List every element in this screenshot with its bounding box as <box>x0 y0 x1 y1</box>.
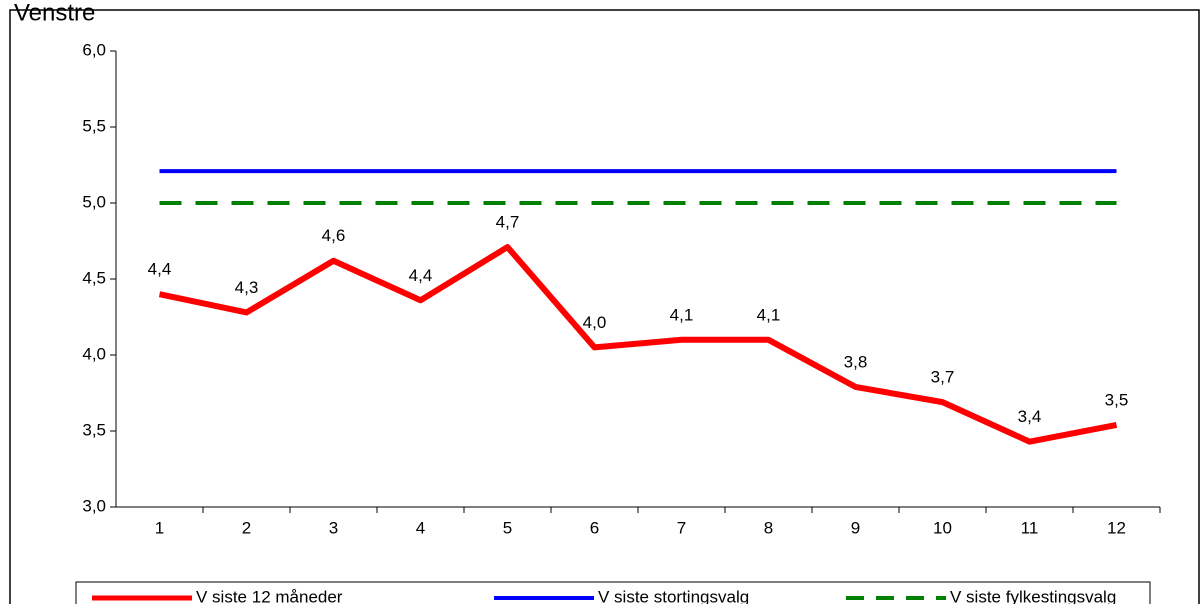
y-tick-label: 3,0 <box>82 496 106 515</box>
data-label: 4,3 <box>235 278 259 297</box>
x-tick-label: 8 <box>764 518 773 537</box>
x-tick-label: 10 <box>933 518 952 537</box>
x-tick-label: 2 <box>242 518 251 537</box>
x-tick-label: 12 <box>1107 518 1126 537</box>
chart-frame <box>9 9 1200 609</box>
x-tick-label: 7 <box>677 518 686 537</box>
legend-label: V siste 12 måneder <box>196 587 343 604</box>
y-tick-label: 5,5 <box>82 116 106 135</box>
data-label: 3,5 <box>1105 390 1129 409</box>
data-label: 3,8 <box>844 352 868 371</box>
data-label: 4,0 <box>583 313 607 332</box>
series-line <box>158 244 1118 445</box>
legend-label: V siste stortingsvalg <box>598 587 749 604</box>
data-label: 4,7 <box>496 213 520 232</box>
y-tick-label: 5,0 <box>82 192 106 211</box>
y-tick-label: 3,5 <box>82 420 106 439</box>
data-label: 4,6 <box>322 226 346 245</box>
data-label: 4,4 <box>409 266 433 285</box>
x-tick-label: 3 <box>329 518 338 537</box>
x-tick-label: 11 <box>1021 518 1039 537</box>
legend-label: V siste fylkestingsvalg <box>950 587 1116 604</box>
chart-title: Venstre <box>14 0 95 26</box>
x-tick-label: 5 <box>503 518 512 537</box>
data-label: 3,7 <box>931 368 955 387</box>
x-tick-label: 1 <box>155 518 164 537</box>
y-tick-label: 4,0 <box>82 344 106 363</box>
data-label: 3,4 <box>1018 407 1042 426</box>
data-label: 4,1 <box>670 305 694 324</box>
x-tick-label: 4 <box>416 518 425 537</box>
data-label: 4,1 <box>757 305 781 324</box>
x-tick-label: 9 <box>851 518 860 537</box>
data-label: 4,4 <box>148 260 172 279</box>
x-tick-label: 6 <box>590 518 599 537</box>
y-tick-label: 6,0 <box>82 40 106 59</box>
y-tick-label: 4,5 <box>82 268 106 287</box>
